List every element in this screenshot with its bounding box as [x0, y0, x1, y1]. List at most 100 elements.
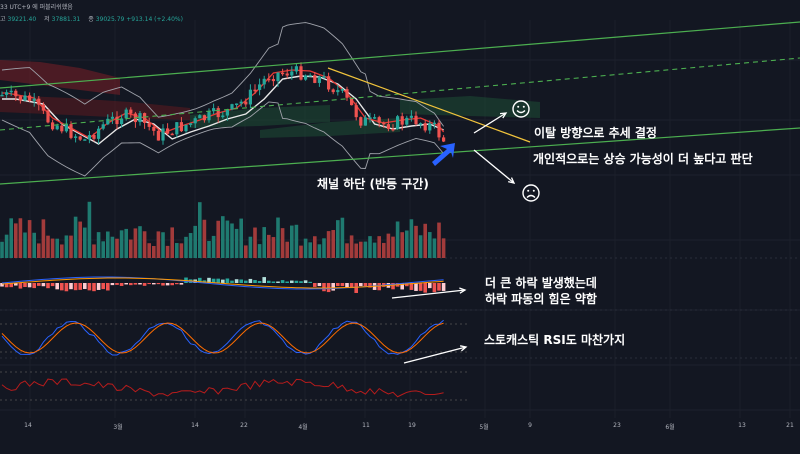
volume-bar [382, 242, 386, 258]
candle-body [340, 89, 344, 91]
macd-bar [225, 278, 230, 283]
candle-body [138, 113, 142, 123]
candle-body [327, 76, 331, 90]
macd-bar [313, 283, 317, 287]
macd-bar [106, 283, 110, 291]
candle-body [414, 115, 418, 125]
volume-bar [46, 235, 50, 258]
volume-bar [96, 232, 101, 258]
time-axis-label: 22 [240, 422, 248, 429]
volume-bar [276, 217, 280, 258]
candle-body [143, 113, 147, 123]
macd-bar [23, 283, 27, 288]
volume-bar [239, 218, 243, 258]
volume-bar [92, 244, 96, 258]
macd-bar [230, 280, 234, 283]
candle-body [46, 110, 50, 123]
candle-body [253, 89, 257, 92]
candle-body [396, 116, 400, 129]
macd-bar [280, 280, 285, 283]
candle-body [308, 75, 312, 77]
candle-body [41, 104, 45, 111]
candle-body [161, 128, 165, 141]
macd-bar [92, 283, 96, 292]
macd-bar [432, 283, 437, 293]
macd-panel [0, 276, 446, 293]
publish-info: 33 UTC+9 에 퍼블리쉬했음 [0, 4, 73, 11]
macd-bar [418, 283, 423, 291]
volume-bar [363, 241, 368, 258]
bollinger-upper [1, 22, 444, 127]
time-axis-label: 9 [528, 422, 532, 429]
annotation-stoch: 스토캐스틱 RSI도 마찬가지 [484, 333, 626, 347]
arrow-macd-divergence [391, 289, 466, 299]
macd-bar [290, 280, 294, 283]
candle-body [189, 123, 193, 125]
channel-lower-line [0, 127, 800, 185]
macd-bar [96, 283, 101, 290]
volume-bar [119, 230, 124, 258]
candle-body [207, 111, 211, 121]
candle-body [331, 89, 335, 93]
volume-bar [409, 219, 414, 258]
annotation-arrows [391, 112, 516, 364]
volume-bar [64, 235, 69, 258]
macd-bar [262, 277, 266, 283]
volume-bar [437, 222, 441, 258]
macd-bar [73, 283, 78, 291]
volume-bar [170, 227, 174, 258]
candle-body [69, 124, 73, 138]
volume-bar [400, 232, 404, 258]
macd-bar [55, 283, 59, 290]
volume-bar [193, 225, 197, 258]
volume-bar [290, 225, 294, 258]
volume-bar [225, 220, 230, 258]
close-label: 종 [88, 16, 94, 23]
macd-bar [152, 283, 156, 285]
volume-bar [271, 237, 276, 258]
macd-bar [437, 283, 441, 291]
volume-bar [299, 245, 303, 258]
candle-body [267, 78, 271, 81]
candle-body [14, 90, 18, 97]
macd-bar [221, 279, 225, 283]
candle-body [281, 72, 285, 75]
volume-bar [129, 239, 133, 258]
volume-bar [354, 243, 358, 258]
volume-bar [87, 201, 92, 258]
volume-bar [78, 221, 82, 258]
volume-bar [336, 220, 340, 258]
time-axis-label: 11 [362, 422, 370, 429]
annotation-opinion: 개인적으로는 상승 가능성이 더 높다고 판단 [533, 152, 753, 166]
volume-bar [303, 238, 308, 258]
volume-bar [340, 217, 345, 258]
volume-bar [179, 243, 184, 258]
macd-bar [276, 281, 280, 283]
candle-body [322, 76, 326, 78]
macd-bar [0, 283, 4, 287]
time-axis-label: 13 [738, 422, 746, 429]
macd-bar [165, 283, 170, 286]
time-axis-label: 5월 [479, 424, 489, 431]
arrow-down-scenario-head [508, 177, 516, 184]
candle-body [115, 116, 119, 125]
candle-body [124, 109, 128, 119]
volume-bar [138, 226, 142, 258]
macd-bar [161, 283, 165, 286]
candle-body [359, 117, 363, 126]
candle-body [386, 124, 390, 129]
candle-body [290, 71, 294, 76]
volume-bar [331, 230, 335, 258]
candle-body [345, 89, 349, 98]
macd-bar [391, 283, 395, 290]
candle-body [221, 115, 225, 118]
volume-bar [441, 238, 446, 258]
macd-bar [101, 283, 105, 290]
time-axis-label: 3월 [113, 424, 123, 431]
arrow-up-scenario-head [499, 112, 508, 119]
low-label: 저 [44, 16, 50, 23]
volume-bar [101, 241, 105, 258]
